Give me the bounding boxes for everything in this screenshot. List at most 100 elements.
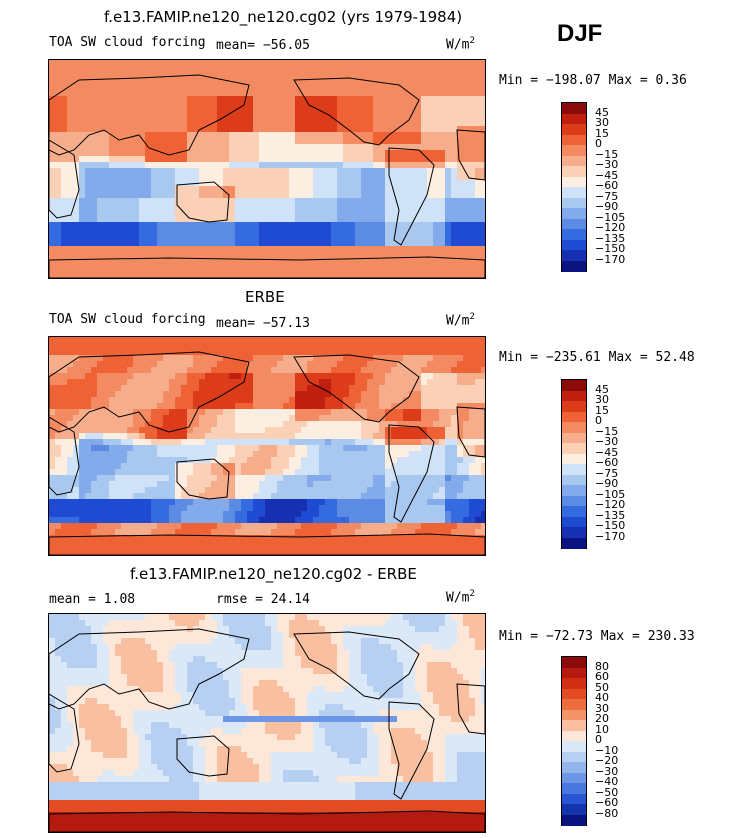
field-cell (133, 222, 140, 229)
field-cell (445, 252, 452, 259)
field-cell (295, 168, 302, 175)
field-cell (301, 210, 308, 217)
field-cell (139, 222, 146, 229)
field-cell (271, 132, 278, 139)
field-cell (229, 204, 236, 211)
field-cell (55, 252, 62, 259)
field-cell (475, 102, 482, 109)
field-cell (259, 397, 266, 404)
field-cell (271, 505, 278, 512)
field-cell (145, 258, 152, 265)
field-cell (439, 427, 446, 434)
field-cell (103, 415, 110, 422)
field-cell (133, 349, 140, 356)
field-cell (397, 511, 404, 518)
field-cell (199, 144, 206, 151)
field-cell (451, 96, 458, 103)
field-cell (109, 505, 116, 512)
field-cell (121, 108, 128, 115)
field-cell (427, 174, 434, 181)
field-cell (253, 108, 260, 115)
field-cell (223, 78, 230, 85)
field-cell (217, 222, 224, 229)
field-cell (67, 240, 74, 247)
field-cell (295, 126, 302, 133)
field-cell (49, 349, 56, 356)
field-cell (313, 138, 320, 145)
field-cell (343, 108, 350, 115)
field-cell (205, 186, 212, 193)
field-cell (79, 162, 86, 169)
field-cell (265, 180, 272, 187)
field-cell (301, 337, 308, 344)
field-cell (463, 150, 470, 157)
field-cell (301, 114, 308, 121)
field-cell (109, 493, 116, 500)
field-cell (103, 264, 110, 271)
field-cell (331, 493, 338, 500)
field-cell (475, 439, 482, 446)
field-cell (199, 234, 206, 241)
field-cell (433, 481, 440, 488)
field-cell (205, 168, 212, 175)
field-cell (121, 499, 128, 506)
field-cell (319, 505, 326, 512)
field-cell (331, 126, 338, 133)
field-cell (61, 445, 68, 452)
field-cell (229, 108, 236, 115)
field-cell (433, 102, 440, 109)
field-cell (181, 180, 188, 187)
field-cell (103, 180, 110, 187)
field-cell (115, 204, 122, 211)
field-cell (373, 72, 380, 79)
field-cell (235, 276, 242, 278)
field-cell (433, 150, 440, 157)
field-cell (85, 168, 92, 175)
field-cell (313, 511, 320, 518)
field-cell (355, 276, 362, 278)
field-cell (427, 192, 434, 199)
field-cell (337, 403, 344, 410)
field-cell (229, 102, 236, 109)
field-cell (217, 258, 224, 265)
field-cell (217, 96, 224, 103)
field-cell (223, 204, 230, 211)
field-cell (235, 361, 242, 368)
field-cell (217, 228, 224, 235)
field-cell (319, 361, 326, 368)
field-cell (217, 475, 224, 482)
field-cell (211, 421, 218, 428)
field-cell (67, 355, 74, 362)
field-cell (313, 457, 320, 464)
field-cell (463, 246, 470, 253)
field-cell (307, 421, 314, 428)
field-cell (181, 511, 188, 518)
field-cell (85, 499, 92, 506)
field-cell (445, 457, 452, 464)
field-cell (445, 60, 452, 67)
field-cell (121, 126, 128, 133)
field-cell (205, 108, 212, 115)
field-cell (421, 246, 428, 253)
field-cell (433, 222, 440, 229)
field-cell (379, 96, 386, 103)
field-cell (469, 493, 476, 500)
field-cell (289, 349, 296, 356)
field-cell (349, 180, 356, 187)
field-cell (427, 222, 434, 229)
field-cell (277, 475, 284, 482)
field-cell (271, 481, 278, 488)
field-cell (67, 517, 74, 524)
field-cell (133, 493, 140, 500)
field-cell (205, 427, 212, 434)
field-cell (103, 445, 110, 452)
field-cell (157, 78, 164, 85)
field-cell (385, 216, 392, 223)
field-cell (181, 469, 188, 476)
field-cell (349, 132, 356, 139)
field-cell (205, 126, 212, 133)
field-cell (217, 180, 224, 187)
field-cell (457, 403, 464, 410)
field-cell (181, 108, 188, 115)
field-cell (331, 355, 338, 362)
